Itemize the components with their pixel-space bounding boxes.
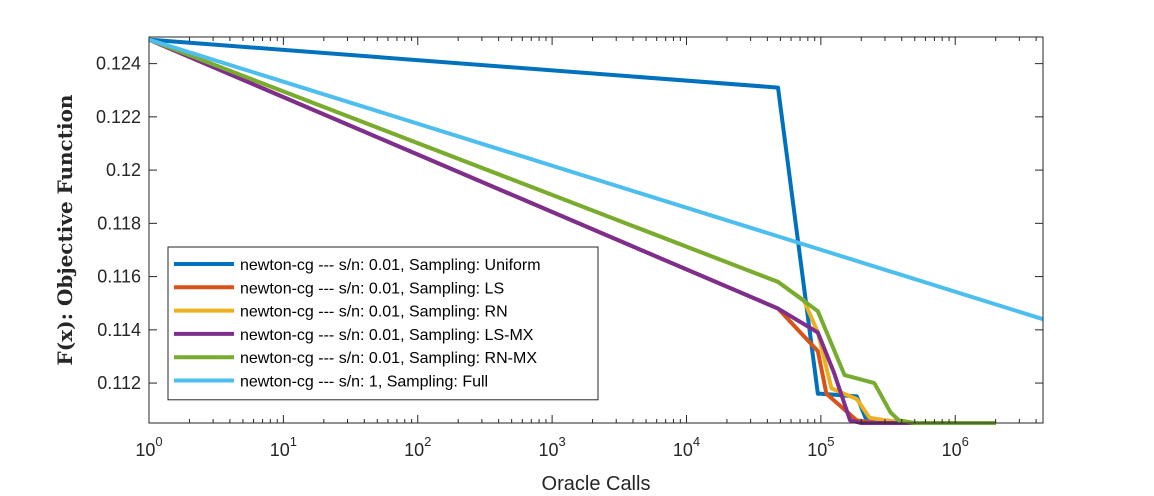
x-tick-label: 103 bbox=[538, 434, 565, 460]
x-tick-exponent: 5 bbox=[827, 434, 834, 449]
y-tick-label: 0.118 bbox=[97, 213, 141, 233]
x-tick-label: 105 bbox=[807, 434, 834, 460]
y-tick-label: 0.122 bbox=[96, 107, 141, 127]
legend-label: newton-cg --- s/n: 0.01, Sampling: LS bbox=[240, 280, 504, 297]
y-tick-label: 0.112 bbox=[97, 373, 141, 393]
x-tick-label: 101 bbox=[270, 434, 297, 460]
x-tick-base: 10 bbox=[270, 440, 290, 460]
legend-label: newton-cg --- s/n: 0.01, Sampling: Unifo… bbox=[240, 257, 541, 274]
x-tick-base: 10 bbox=[942, 440, 962, 460]
legend-label: newton-cg --- s/n: 1, Sampling: Full bbox=[240, 374, 488, 391]
legend-label: newton-cg --- s/n: 0.01, Sampling: LS-MX bbox=[240, 327, 534, 344]
x-tick-exponent: 6 bbox=[962, 434, 969, 449]
x-tick-base: 10 bbox=[673, 440, 693, 460]
y-tick-label: 0.114 bbox=[97, 320, 141, 340]
x-tick-base: 10 bbox=[135, 440, 155, 460]
legend-label: newton-cg --- s/n: 0.01, Sampling: RN-MX bbox=[240, 350, 537, 367]
x-tick-label: 106 bbox=[942, 434, 969, 460]
x-tick-exponent: 0 bbox=[155, 434, 162, 449]
x-tick-label: 102 bbox=[404, 434, 431, 460]
x-tick-exponent: 1 bbox=[290, 434, 297, 449]
y-tick-label: 0.12 bbox=[106, 160, 141, 180]
y-tick-label: 0.124 bbox=[96, 54, 141, 74]
x-tick-base: 10 bbox=[404, 440, 424, 460]
series-line-5 bbox=[148, 37, 1044, 322]
series-layer bbox=[148, 37, 1044, 425]
x-axis-ticks: 100 101 102 103 104 105 106 bbox=[135, 37, 1037, 460]
legend-label: newton-cg --- s/n: 0.01, Sampling: RN bbox=[240, 304, 508, 321]
x-tick-label: 100 bbox=[135, 434, 162, 460]
legend: newton-cg --- s/n: 0.01, Sampling: Unifo… bbox=[167, 246, 599, 401]
series-line-4 bbox=[148, 37, 996, 425]
x-tick-exponent: 4 bbox=[693, 434, 700, 449]
y-axis-title: F(x): Objective Function bbox=[53, 94, 77, 365]
x-tick-base: 10 bbox=[538, 440, 558, 460]
x-tick-exponent: 3 bbox=[559, 434, 566, 449]
plot-frame bbox=[148, 36, 1044, 424]
x-axis-title: Oracle Calls bbox=[542, 473, 651, 495]
legend-box bbox=[167, 246, 599, 401]
x-tick-exponent: 2 bbox=[424, 434, 431, 449]
x-tick-label: 104 bbox=[673, 434, 700, 460]
y-axis-ticks: 0.112 0.114 0.116 0.118 0.12 0.122 0.124 bbox=[96, 54, 1043, 393]
y-tick-label: 0.116 bbox=[97, 267, 141, 287]
x-tick-base: 10 bbox=[807, 440, 827, 460]
